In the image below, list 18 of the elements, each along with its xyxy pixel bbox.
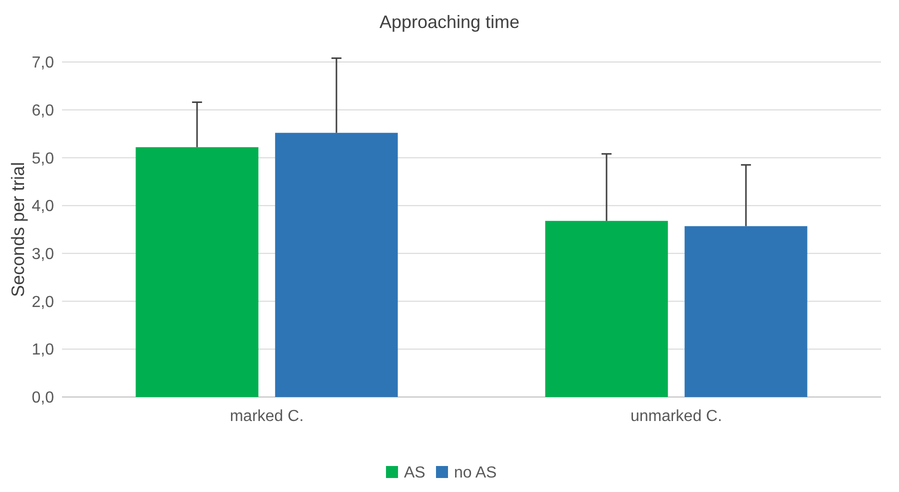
- bar: [545, 220, 668, 397]
- y-tick-label: 6,0: [32, 102, 54, 120]
- x-tick-label: marked C.: [230, 408, 304, 425]
- bar: [684, 226, 808, 397]
- y-tick-label: 7,0: [32, 54, 54, 72]
- y-tick-label: 2,0: [32, 294, 54, 311]
- x-tick-label: unmarked C.: [630, 408, 722, 425]
- y-tick-label: 5,0: [32, 150, 54, 168]
- y-tick-label: 0,0: [32, 390, 54, 407]
- legend-label: no AS: [454, 464, 497, 482]
- y-tick-label: 3,0: [32, 246, 54, 264]
- legend-label: AS: [404, 464, 426, 482]
- bar: [136, 147, 258, 397]
- y-tick-label: 1,0: [32, 342, 54, 359]
- y-tick-label: 4,0: [32, 198, 54, 216]
- bar: [275, 132, 398, 397]
- chart-title: Approaching time: [379, 12, 520, 32]
- y-axis-title: Seconds per trial: [8, 162, 28, 298]
